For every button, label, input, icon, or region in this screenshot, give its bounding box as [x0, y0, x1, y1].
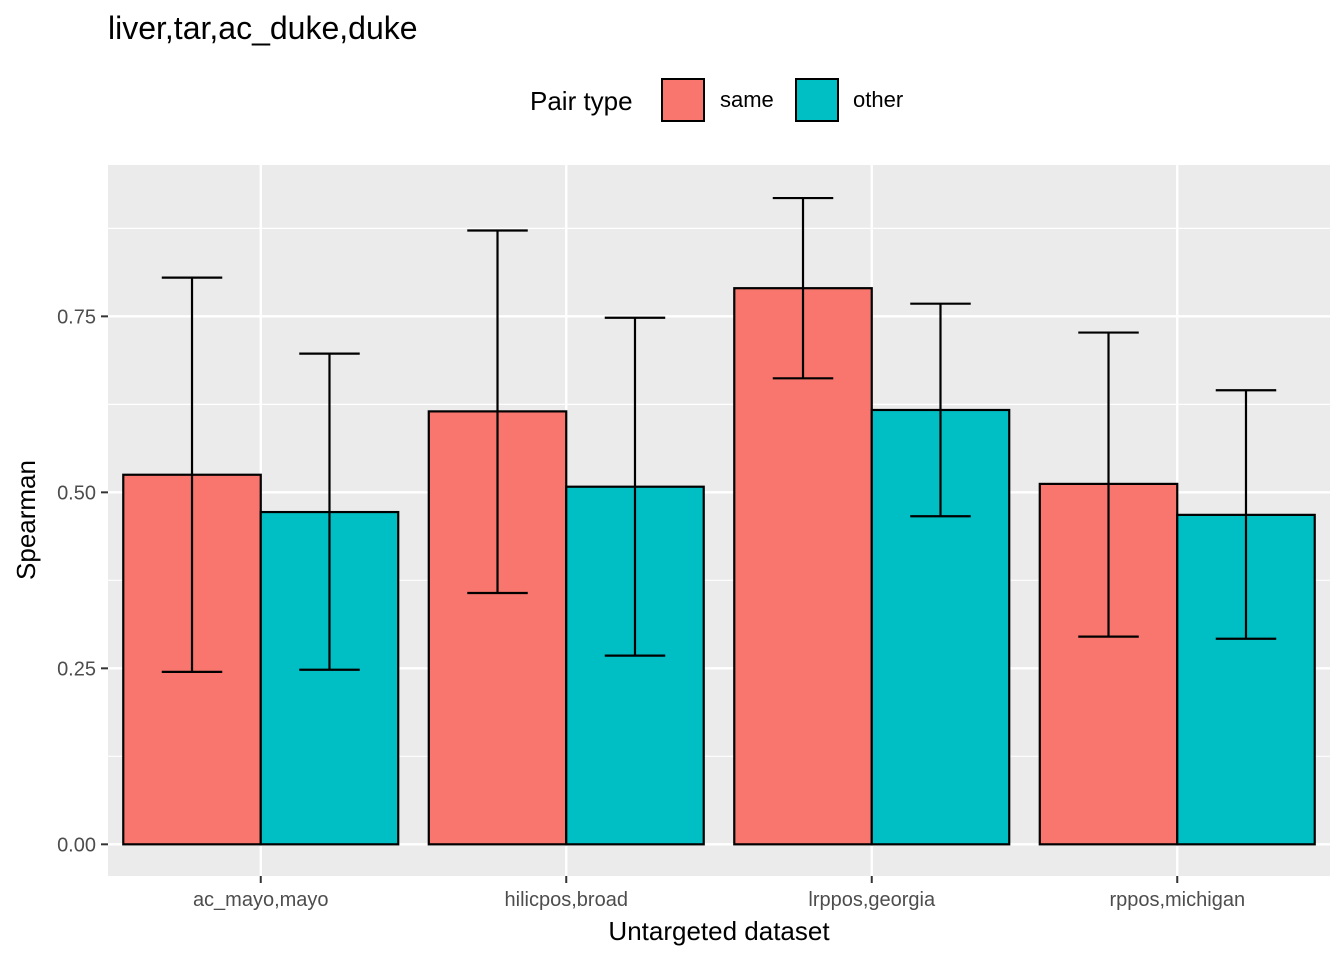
y-tick-label: 0.00	[57, 834, 96, 856]
y-axis-title: Spearman	[11, 460, 41, 580]
chart-title: liver,tar,ac_duke,duke	[108, 10, 418, 46]
x-axis: ac_mayo,mayo hilicpos,broad lrppos,georgia…	[193, 876, 1245, 911]
legend-key-same	[661, 78, 705, 122]
legend-label-same: same	[720, 87, 774, 112]
x-tick-label: lrppos,georgia	[808, 889, 936, 911]
legend-key-other	[795, 78, 839, 122]
x-tick-label: hilicpos,broad	[505, 889, 628, 911]
y-tick-label: 0.50	[57, 482, 96, 504]
x-axis-title: Untargeted dataset	[608, 916, 830, 946]
error-bar-same	[161, 276, 223, 673]
error-bar-same	[467, 229, 528, 595]
error-bar-same	[1078, 331, 1139, 638]
y-axis: 0.00 0.25 0.50 0.75	[57, 306, 108, 856]
error-bar-other	[1215, 389, 1277, 640]
bars	[122, 287, 1316, 846]
x-tick-label: ac_mayo,mayo	[193, 889, 329, 911]
x-tick-label: rppos,michigan	[1109, 889, 1245, 911]
legend: Pair type same other	[530, 78, 903, 122]
legend-title: Pair type	[530, 86, 633, 116]
bar-same	[733, 287, 873, 846]
error-bar-same	[772, 196, 834, 380]
error-bar-other	[604, 316, 666, 657]
error-bar-other	[910, 302, 971, 518]
error-bars	[161, 196, 1277, 673]
y-tick-label: 0.75	[57, 306, 96, 328]
error-bar-other	[299, 352, 360, 671]
legend-label-other: other	[853, 87, 903, 112]
y-tick-label: 0.25	[57, 658, 96, 680]
